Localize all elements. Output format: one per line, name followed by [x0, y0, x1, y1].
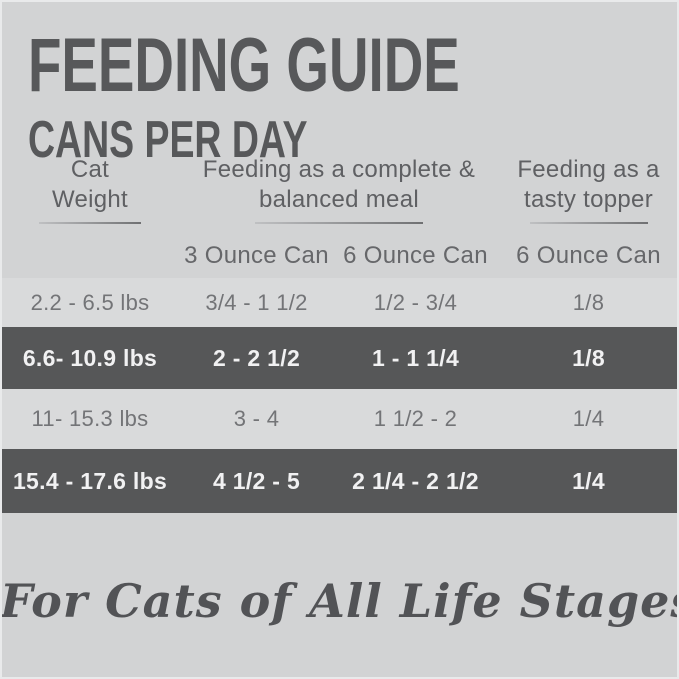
- table-row: 11- 15.3 lbs 3 - 4 1 1/2 - 2 1/4: [0, 389, 679, 449]
- column-header-cat-weight: Cat Weight: [0, 155, 180, 233]
- column-header-complete-meal: Feeding as a complete & balanced meal: [180, 155, 498, 233]
- column-header-line: Feeding as a complete &: [202, 156, 476, 183]
- table-row-highlighted: 6.6- 10.9 lbs 2 - 2 1/2 1 - 1 1/4 1/8: [0, 327, 679, 389]
- life-stages-tagline: For Cats of All Life Stages: [0, 574, 679, 628]
- subheader-6oz-can-meal: 6 Ounce Can: [343, 241, 488, 269]
- cell-3oz-can: 3/4 - 1 1/2: [205, 289, 308, 315]
- subheader-3oz-can: 3 Ounce Can: [184, 241, 329, 269]
- cell-cat-weight: 2.2 - 6.5 lbs: [30, 289, 150, 315]
- cell-6oz-can-meal: 2 1/4 - 2 1/2: [352, 467, 479, 494]
- column-header-line: balanced meal: [258, 186, 419, 213]
- cell-3oz-can: 4 1/2 - 5: [212, 467, 301, 494]
- header-underline: [529, 222, 648, 224]
- column-header-line: tasty topper: [523, 186, 653, 213]
- column-header-line: Cat: [70, 156, 110, 183]
- cell-6oz-can-topper: 1/8: [572, 344, 605, 371]
- cell-6oz-can-topper: 1/8: [572, 289, 605, 315]
- table-row-highlighted: 15.4 - 17.6 lbs 4 1/2 - 5 2 1/4 - 2 1/2 …: [0, 449, 679, 513]
- header-underline: [39, 222, 141, 224]
- feeding-table: Cat Weight Feeding as a complete & balan…: [0, 155, 679, 513]
- column-header-tasty-topper: Feeding as a tasty topper: [498, 155, 679, 233]
- cell-6oz-can-meal: 1 - 1 1/4: [371, 344, 460, 371]
- header-underline: [255, 222, 423, 224]
- page-subtitle: CANS PER DAY: [28, 111, 308, 169]
- cell-6oz-can-meal: 1 1/2 - 2: [373, 406, 458, 431]
- page-title: FEEDING GUIDE: [28, 23, 460, 108]
- cell-cat-weight: 15.4 - 17.6 lbs: [12, 467, 168, 494]
- title-block: FEEDING GUIDE CANS PER DAY: [28, 23, 628, 169]
- table-subheader-row: 3 Ounce Can 6 Ounce Can 6 Ounce Can: [0, 233, 679, 278]
- table-row: 2.2 - 6.5 lbs 3/4 - 1 1/2 1/2 - 3/4 1/8: [0, 278, 679, 327]
- cell-6oz-can-meal: 1/2 - 3/4: [373, 289, 458, 315]
- cell-6oz-can-topper: 1/4: [572, 406, 605, 431]
- cell-6oz-can-topper: 1/4: [572, 467, 605, 494]
- cell-3oz-can: 2 - 2 1/2: [212, 344, 301, 371]
- column-header-line: Weight: [51, 186, 129, 213]
- cell-3oz-can: 3 - 4: [233, 406, 280, 431]
- cell-cat-weight: 6.6- 10.9 lbs: [22, 344, 158, 371]
- subheader-6oz-can-topper: 6 Ounce Can: [516, 241, 661, 269]
- cell-cat-weight: 11- 15.3 lbs: [31, 406, 149, 431]
- column-header-line: Feeding as a: [517, 156, 660, 183]
- table-header-row: Cat Weight Feeding as a complete & balan…: [0, 155, 679, 233]
